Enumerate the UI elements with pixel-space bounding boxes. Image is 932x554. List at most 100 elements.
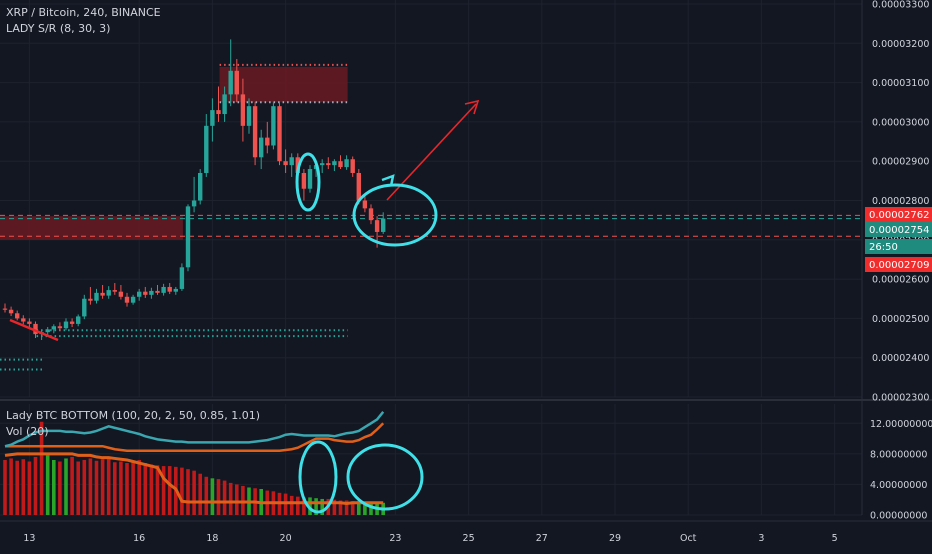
candle-body[interactable] bbox=[69, 321, 75, 324]
candle-body[interactable] bbox=[368, 208, 374, 221]
volume-bar bbox=[338, 500, 343, 515]
candle-body[interactable] bbox=[124, 296, 130, 303]
candle-body[interactable] bbox=[265, 137, 270, 146]
candle-body[interactable] bbox=[204, 125, 209, 173]
candle-body[interactable] bbox=[301, 172, 307, 189]
candle-body[interactable] bbox=[277, 106, 282, 162]
volume-bar bbox=[64, 458, 68, 515]
volume-bar bbox=[161, 466, 166, 515]
candle-body[interactable] bbox=[149, 290, 154, 295]
candle-body[interactable] bbox=[118, 291, 124, 297]
volume-bar bbox=[222, 480, 227, 515]
time-tick-label: 13 bbox=[23, 533, 35, 544]
candle-body[interactable] bbox=[112, 290, 117, 292]
time-tick-label: 3 bbox=[758, 533, 764, 544]
volume-bar bbox=[198, 473, 202, 515]
candle-body[interactable] bbox=[51, 326, 56, 330]
candle-body[interactable] bbox=[216, 110, 221, 115]
candle-body[interactable] bbox=[33, 323, 38, 335]
candle-body[interactable] bbox=[185, 206, 191, 268]
volume-bar bbox=[350, 501, 355, 515]
candle-body[interactable] bbox=[246, 106, 252, 126]
candle-body[interactable] bbox=[94, 292, 99, 301]
candle-body[interactable] bbox=[45, 329, 50, 333]
volume-bar bbox=[9, 458, 13, 515]
candle-body[interactable] bbox=[15, 313, 20, 319]
annotation-circle bbox=[346, 443, 424, 511]
price-tick-label: 0.00002800 bbox=[872, 196, 929, 207]
candle-body[interactable] bbox=[173, 288, 178, 292]
annotation-circle bbox=[295, 152, 321, 212]
volume-bar bbox=[113, 462, 117, 515]
candle-body[interactable] bbox=[167, 286, 172, 292]
candle-body[interactable] bbox=[2, 308, 8, 310]
candle-body[interactable] bbox=[155, 290, 160, 293]
candle-body[interactable] bbox=[259, 137, 264, 158]
volume-bar bbox=[21, 459, 26, 515]
annotation-circle bbox=[298, 440, 338, 514]
candle-body[interactable] bbox=[222, 94, 227, 115]
candle-body[interactable] bbox=[130, 296, 136, 303]
candle-body[interactable] bbox=[228, 70, 233, 95]
candle-body[interactable] bbox=[106, 290, 111, 296]
candle-body[interactable] bbox=[374, 220, 380, 232]
price-tick-label: 0.00002900 bbox=[872, 157, 929, 168]
candle-body[interactable] bbox=[234, 70, 239, 95]
candle-body[interactable] bbox=[179, 267, 185, 289]
candle-body[interactable] bbox=[76, 316, 81, 324]
candle-body[interactable] bbox=[271, 106, 276, 146]
candle-body[interactable] bbox=[88, 298, 93, 301]
candle-body[interactable] bbox=[283, 161, 288, 166]
candle-body[interactable] bbox=[100, 292, 105, 296]
candle-body[interactable] bbox=[326, 163, 331, 166]
candle-body[interactable] bbox=[332, 161, 337, 166]
candle-body[interactable] bbox=[57, 326, 63, 329]
candle-body[interactable] bbox=[289, 157, 294, 166]
candle-body[interactable] bbox=[27, 321, 32, 324]
volume-bar bbox=[131, 462, 135, 515]
volume-bar bbox=[210, 478, 215, 515]
volume-bar bbox=[106, 456, 111, 515]
volume-tick-label: 4.00000000 bbox=[870, 480, 927, 491]
volume-bar bbox=[70, 456, 74, 515]
candle-body[interactable] bbox=[161, 286, 166, 293]
candle-body[interactable] bbox=[210, 110, 215, 126]
candle-body[interactable] bbox=[198, 172, 203, 201]
price-tag bbox=[865, 222, 932, 237]
volume-bar bbox=[289, 495, 294, 515]
volume-bar bbox=[94, 460, 99, 515]
candle-body[interactable] bbox=[252, 106, 258, 158]
candle-body[interactable] bbox=[8, 309, 14, 314]
volume-bar bbox=[143, 463, 148, 515]
candle-body[interactable] bbox=[240, 94, 246, 126]
volume-bar bbox=[100, 459, 105, 515]
price-tick-label: 0.00003300 bbox=[872, 0, 929, 11]
volume-bar bbox=[314, 498, 318, 515]
volume-bar bbox=[344, 500, 349, 515]
candle-body[interactable] bbox=[21, 318, 26, 322]
candle-body[interactable] bbox=[350, 159, 355, 173]
candle-body[interactable] bbox=[381, 218, 386, 232]
volume-bar bbox=[155, 465, 160, 515]
price-tag-label: 0.00002709 bbox=[869, 260, 929, 271]
indicator-title: LADY S/R (8, 30, 3) bbox=[6, 22, 111, 35]
candle-body[interactable] bbox=[307, 169, 313, 189]
candle-body[interactable] bbox=[82, 298, 87, 317]
candle-body[interactable] bbox=[320, 163, 325, 166]
candle-body[interactable] bbox=[63, 321, 69, 329]
candle-body[interactable] bbox=[338, 161, 343, 168]
price-tick-label: 0.00002600 bbox=[872, 275, 929, 286]
price-tag bbox=[865, 239, 932, 254]
candle-body[interactable] bbox=[356, 172, 361, 201]
candle-body[interactable] bbox=[137, 291, 142, 297]
volume-bar bbox=[82, 459, 87, 515]
time-tick-label: 23 bbox=[389, 533, 401, 544]
volume-bar bbox=[125, 463, 129, 515]
candle-body[interactable] bbox=[344, 159, 349, 168]
candle-body[interactable] bbox=[191, 200, 197, 207]
volume-bar bbox=[3, 459, 7, 515]
candle-body[interactable] bbox=[143, 291, 148, 295]
candle-body[interactable] bbox=[362, 200, 368, 209]
